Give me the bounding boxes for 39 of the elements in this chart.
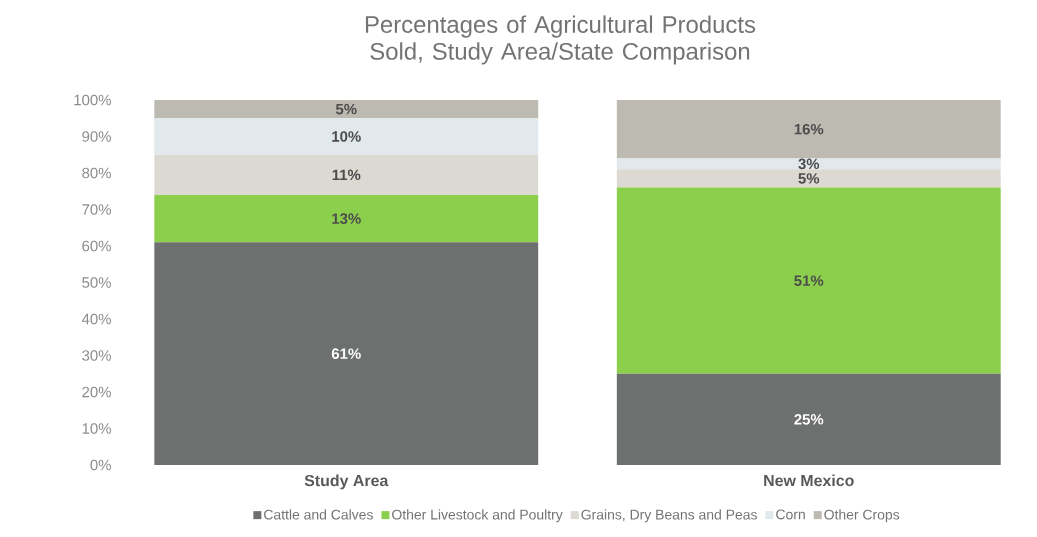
y-tick-label: 0% xyxy=(90,459,111,471)
y-tick-label: 20% xyxy=(82,386,111,398)
chart-title: Percentages of Agricultural Products Sold, Study Area/State Comparison xyxy=(365,15,756,65)
bar xyxy=(616,99,1001,159)
bar xyxy=(616,169,1001,188)
legend-label: Other Livestock and Poultry xyxy=(392,509,563,523)
data-label: 51% xyxy=(794,275,824,286)
y-tick-label: 50% xyxy=(82,277,111,288)
y-tick-label: 90% xyxy=(82,131,111,142)
data-label: 5% xyxy=(798,173,820,184)
bar xyxy=(616,187,1001,374)
data-label: 11% xyxy=(332,169,361,181)
legend-label: Cattle and Calves xyxy=(264,509,373,520)
data-label: 16% xyxy=(794,123,824,135)
bar xyxy=(154,242,539,465)
data-label: 25% xyxy=(794,414,824,425)
x-tick-label: Study Area xyxy=(304,474,389,490)
bar xyxy=(616,158,1001,170)
data-label: 5% xyxy=(335,103,357,115)
y-tick-label: 100% xyxy=(74,94,111,106)
y-tick-label: 30% xyxy=(82,350,111,361)
bar xyxy=(154,154,539,195)
bar xyxy=(154,118,539,155)
legend-label: Corn xyxy=(776,509,805,520)
legend-label: Other Crops xyxy=(824,509,900,523)
bar xyxy=(616,373,1001,465)
data-label: 13% xyxy=(332,213,361,224)
data-label: 61% xyxy=(331,348,361,359)
data-label: 3% xyxy=(798,158,820,170)
bar xyxy=(154,99,539,119)
y-tick-label: 70% xyxy=(82,204,111,215)
legend-label: Grains, Dry Beans and Peas xyxy=(581,509,757,523)
x-tick-label: New Mexico xyxy=(764,474,854,487)
y-tick-label: 10% xyxy=(82,423,111,434)
bar xyxy=(154,194,539,243)
y-tick-label: 60% xyxy=(82,240,111,252)
y-tick-label: 40% xyxy=(81,313,111,325)
y-tick-label: 80% xyxy=(82,167,111,179)
data-label: 10% xyxy=(332,131,361,142)
